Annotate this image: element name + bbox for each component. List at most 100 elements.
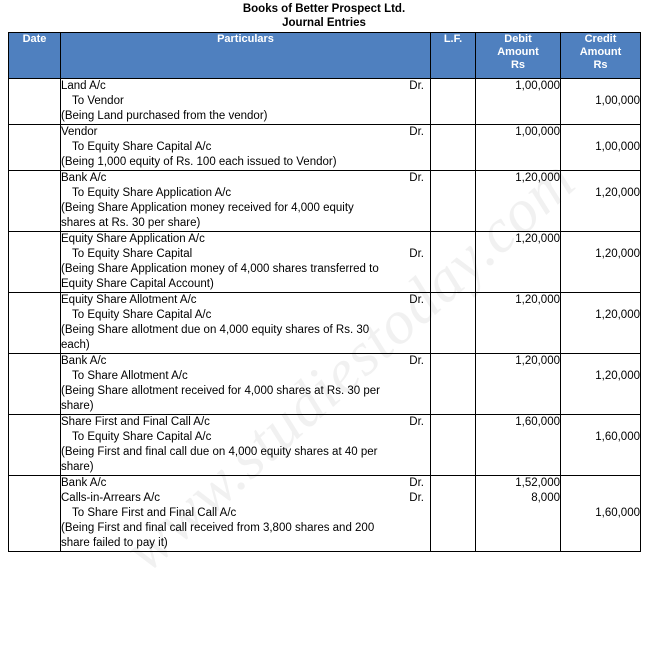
column-header-date: Date	[8, 32, 61, 79]
entry-line: Equity Share Capital Account)	[61, 278, 214, 290]
entry-line: (Being Share allotment received for 4,00…	[61, 385, 380, 397]
debit-amount-line	[476, 384, 560, 399]
debit-amount-line	[476, 277, 560, 292]
entry-line: To Share Allotment A/c	[72, 370, 188, 382]
debit-amount-line	[476, 140, 560, 155]
cell-date	[8, 475, 61, 552]
entry-line: To Equity Share Capital A/c	[72, 141, 212, 153]
column-header-credit: Credit Amount Rs	[560, 32, 641, 79]
cell-particulars: Equity Share Application A/c To Equity Sh…	[60, 231, 431, 293]
cell-date	[8, 124, 61, 171]
debit-amount-line	[476, 109, 560, 124]
entry-line: (Being Share Application money of 4,000 …	[61, 263, 379, 275]
debit-amount-line	[476, 94, 560, 109]
table-header-row: Date Particulars L.F. Debit Amount Rs Cr…	[8, 32, 641, 79]
cell-debit-amount: 1,20,000	[475, 292, 561, 354]
credit-amount-line	[561, 216, 640, 231]
credit-amount-line	[561, 293, 640, 308]
page-title: Books of Better Prospect Ltd. Journal En…	[0, 2, 648, 30]
debit-amount-line	[476, 445, 560, 460]
debit-amount-line	[476, 369, 560, 384]
debit-credit-marker: Dr.	[409, 172, 424, 184]
entry-line: (Being Share allotment due on 4,000 equi…	[61, 324, 370, 336]
cell-credit-amount: 1,20,000	[560, 353, 641, 415]
debit-amount-line	[476, 308, 560, 323]
debit-amount-line: 1,52,000	[515, 477, 560, 489]
entry-line: Bank A/c Dr.	[61, 477, 424, 489]
debit-amount-line	[476, 430, 560, 445]
debit-amount-line: 1,00,000	[515, 126, 560, 138]
credit-amount-line	[561, 155, 640, 170]
entry-line: Land A/c Dr.	[61, 80, 424, 92]
credit-amount-line	[561, 323, 640, 338]
table-body: Land A/c Dr. To Vendor (Being Land purchase…	[8, 78, 641, 552]
cell-lf	[430, 170, 476, 232]
credit-amount-line	[561, 460, 640, 475]
cell-credit-amount: 1,00,000	[560, 78, 641, 125]
entry-line: (Being Land purchased from the vendor)	[61, 110, 268, 122]
debit-amount-line: 1,20,000	[515, 294, 560, 306]
entry-line: share)	[61, 461, 94, 473]
cell-lf	[430, 292, 476, 354]
entry-line: shares at Rs. 30 per share)	[61, 217, 201, 229]
cell-credit-amount: 1,00,000	[560, 124, 641, 171]
column-header-debit: Debit Amount Rs	[475, 32, 561, 79]
entry-line: To Equity Share Capital A/c	[72, 431, 212, 443]
entry-line: To Equity Share Application A/c	[72, 187, 232, 199]
column-header-debit-line3: Rs	[510, 59, 526, 71]
cell-particulars: Bank A/c Dr. To Share Allotment A/c (Being …	[60, 353, 431, 415]
entry-line: Equity Share Allotment A/c Dr.	[61, 294, 424, 306]
credit-amount-line: 1,00,000	[595, 141, 640, 153]
credit-amount-line: 1,20,000	[595, 309, 640, 321]
entry-line: To Share First and Final Call A/c	[72, 507, 237, 519]
entry-line: Share First and Final Call A/c Dr.	[61, 416, 424, 428]
credit-amount-line	[561, 384, 640, 399]
table-row: Bank A/c Dr. To Equity Share Application A…	[8, 170, 641, 232]
credit-amount-line: 1,20,000	[595, 248, 640, 260]
cell-credit-amount: 1,20,000	[560, 170, 641, 232]
credit-amount-line: 1,00,000	[595, 95, 640, 107]
credit-amount-line	[561, 201, 640, 216]
credit-amount-line	[561, 232, 640, 247]
debit-credit-marker: Dr.	[409, 126, 424, 138]
cell-lf	[430, 475, 476, 552]
table-row: Bank A/c Dr. Calls-in-Arrears A/c Dr. To Sha…	[8, 475, 641, 552]
debit-amount-line: 1,20,000	[515, 172, 560, 184]
cell-particulars: Vendor Dr. To Equity Share Capital A/c (Bei…	[60, 124, 431, 171]
entry-line: (Being First and final call due on 4,000…	[61, 446, 378, 458]
column-header-debit-line1: Debit	[504, 33, 532, 45]
debit-amount-line: 1,20,000	[515, 355, 560, 367]
cell-particulars: Share First and Final Call A/c Dr. To Equi…	[60, 414, 431, 476]
cell-lf	[430, 353, 476, 415]
credit-amount-line	[561, 277, 640, 292]
cell-date	[8, 353, 61, 415]
debit-amount-line: 1,00,000	[515, 80, 560, 92]
table-row: Equity Share Allotment A/c Dr. To Equity S…	[8, 292, 641, 354]
cell-particulars: Equity Share Allotment A/c Dr. To Equity S…	[60, 292, 431, 354]
column-header-credit-line1: Credit	[584, 33, 617, 45]
debit-amount-line: 1,20,000	[515, 233, 560, 245]
debit-credit-marker: Dr.	[409, 355, 424, 367]
cell-date	[8, 414, 61, 476]
credit-amount-line	[561, 125, 640, 140]
debit-amount-line	[476, 262, 560, 277]
debit-amount-line	[476, 460, 560, 475]
debit-amount-line: 1,60,000	[515, 416, 560, 428]
cell-credit-amount: 1,60,000	[560, 414, 641, 476]
cell-debit-amount: 1,60,000	[475, 414, 561, 476]
table-header: Date Particulars L.F. Debit Amount Rs Cr…	[8, 32, 641, 79]
entry-line: To Equity Share Capital A/c	[72, 309, 212, 321]
debit-amount-line	[476, 155, 560, 170]
credit-amount-line	[561, 79, 640, 94]
debit-amount-line	[476, 323, 560, 338]
debit-amount-line	[476, 506, 560, 521]
entry-line: (Being Share Application money received …	[61, 202, 354, 214]
credit-amount-line	[561, 536, 640, 551]
debit-amount-line	[476, 201, 560, 216]
debit-credit-marker: Dr.	[409, 492, 424, 504]
cell-debit-amount: 1,20,000	[475, 353, 561, 415]
entry-line: Vendor Dr.	[61, 126, 424, 138]
column-header-credit-line3: Rs	[593, 59, 608, 71]
column-header-debit-line2: Amount	[497, 46, 539, 58]
